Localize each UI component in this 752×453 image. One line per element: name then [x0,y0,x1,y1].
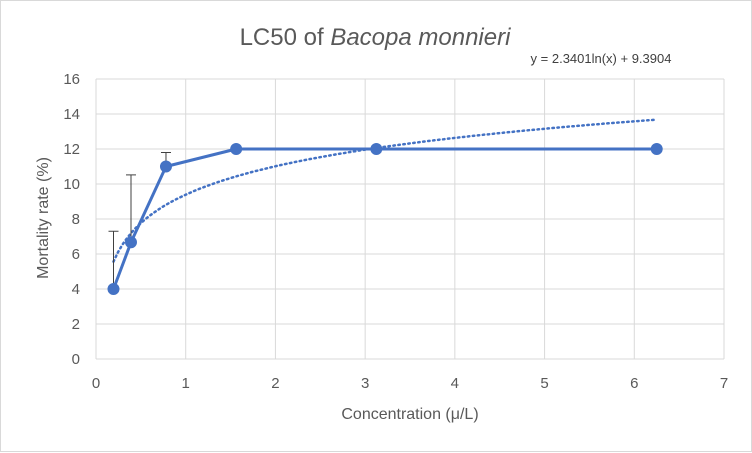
series-line [112,147,657,290]
gridlines [95,78,725,360]
y-tick-label: 4 [72,281,80,298]
x-tick-label: 5 [540,375,548,392]
y-tick-label: 14 [63,106,80,123]
trendline-path [112,118,658,263]
x-axis-title: Concentration (μ/L) [341,406,478,423]
data-point [230,143,243,155]
x-tick-labels: 0 1 2 3 4 5 6 7 [92,375,728,392]
chart-title: LC50 of Bacopa monnieri [240,24,512,51]
data-point [107,283,120,295]
x-tick-label: 2 [271,375,279,392]
series [107,143,663,295]
x-tick-label: 4 [451,375,459,392]
y-tick-label: 12 [63,141,80,158]
error-bars [108,152,171,289]
data-point [650,143,663,155]
trendline-equation: y = 2.3401ln(x) + 9.3904 [531,51,672,66]
data-point [159,160,172,173]
x-tick-label: 0 [92,375,100,392]
y-tick-labels: 0 2 4 6 8 10 12 14 16 [63,71,80,368]
x-tick-label: 6 [630,375,638,392]
y-tick-label: 10 [63,176,80,193]
chart-title-prefix: LC50 of [240,24,331,51]
chart-title-species: Bacopa monnieri [330,24,511,51]
x-tick-label: 1 [182,375,190,392]
y-tick-label: 6 [72,246,80,263]
y-tick-label: 0 [72,351,80,368]
y-tick-label: 2 [72,316,80,333]
x-tick-label: 3 [361,375,369,392]
x-tick-label: 7 [720,375,728,392]
y-tick-label: 16 [63,71,80,88]
data-point [124,236,137,249]
data-point [370,143,383,155]
y-axis-title: Mortality rate (%) [35,157,52,279]
y-tick-label: 8 [72,211,80,228]
trendline [112,118,658,263]
